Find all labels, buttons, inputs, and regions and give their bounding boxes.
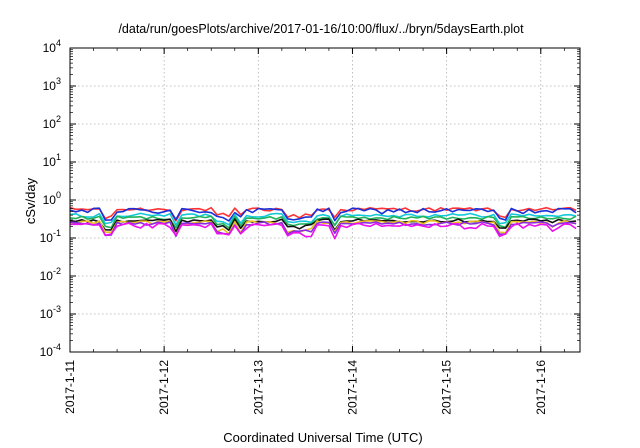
series-line [69, 212, 577, 227]
x-tick-label: 2017-1-13 [251, 360, 265, 415]
y-tick-label: 10-2 [40, 266, 61, 283]
tick-labels: 10-4 10-3 10-2 10-1 100 101 102 103 104 2017-1-11… [40, 38, 548, 415]
grid [70, 48, 580, 352]
x-tick-label: 2017-1-15 [440, 360, 454, 415]
y-tick-label: 10-1 [40, 228, 61, 245]
y-tick-label: 104 [43, 38, 61, 55]
x-tick-label: 2017-1-12 [157, 360, 171, 415]
series-layer [69, 206, 577, 240]
series-line [69, 207, 577, 222]
x-tick-label: 2017-1-11 [63, 360, 77, 414]
x-tick-label: 2017-1-16 [534, 360, 548, 415]
axes [69, 47, 581, 353]
y-tick-label: 102 [43, 114, 61, 131]
series-line [69, 221, 577, 238]
y-tick-label: 101 [43, 152, 61, 169]
series-line [69, 222, 577, 240]
y-tick-label: 100 [43, 190, 61, 207]
x-tick-label: 2017-1-14 [345, 360, 359, 415]
series-line [69, 218, 577, 233]
plot-frame [69, 47, 581, 353]
y-axis-label: cSv/day [23, 177, 38, 224]
y-tick-label: 103 [43, 76, 61, 93]
series-line [69, 215, 577, 229]
chart-title: /data/run/goesPlots/archive/2017-01-16/1… [118, 22, 524, 36]
y-tick-label: 10-3 [40, 304, 61, 321]
y-tick-label: 10-4 [40, 342, 61, 359]
x-axis-label: Coordinated Universal Time (UTC) [223, 430, 422, 445]
